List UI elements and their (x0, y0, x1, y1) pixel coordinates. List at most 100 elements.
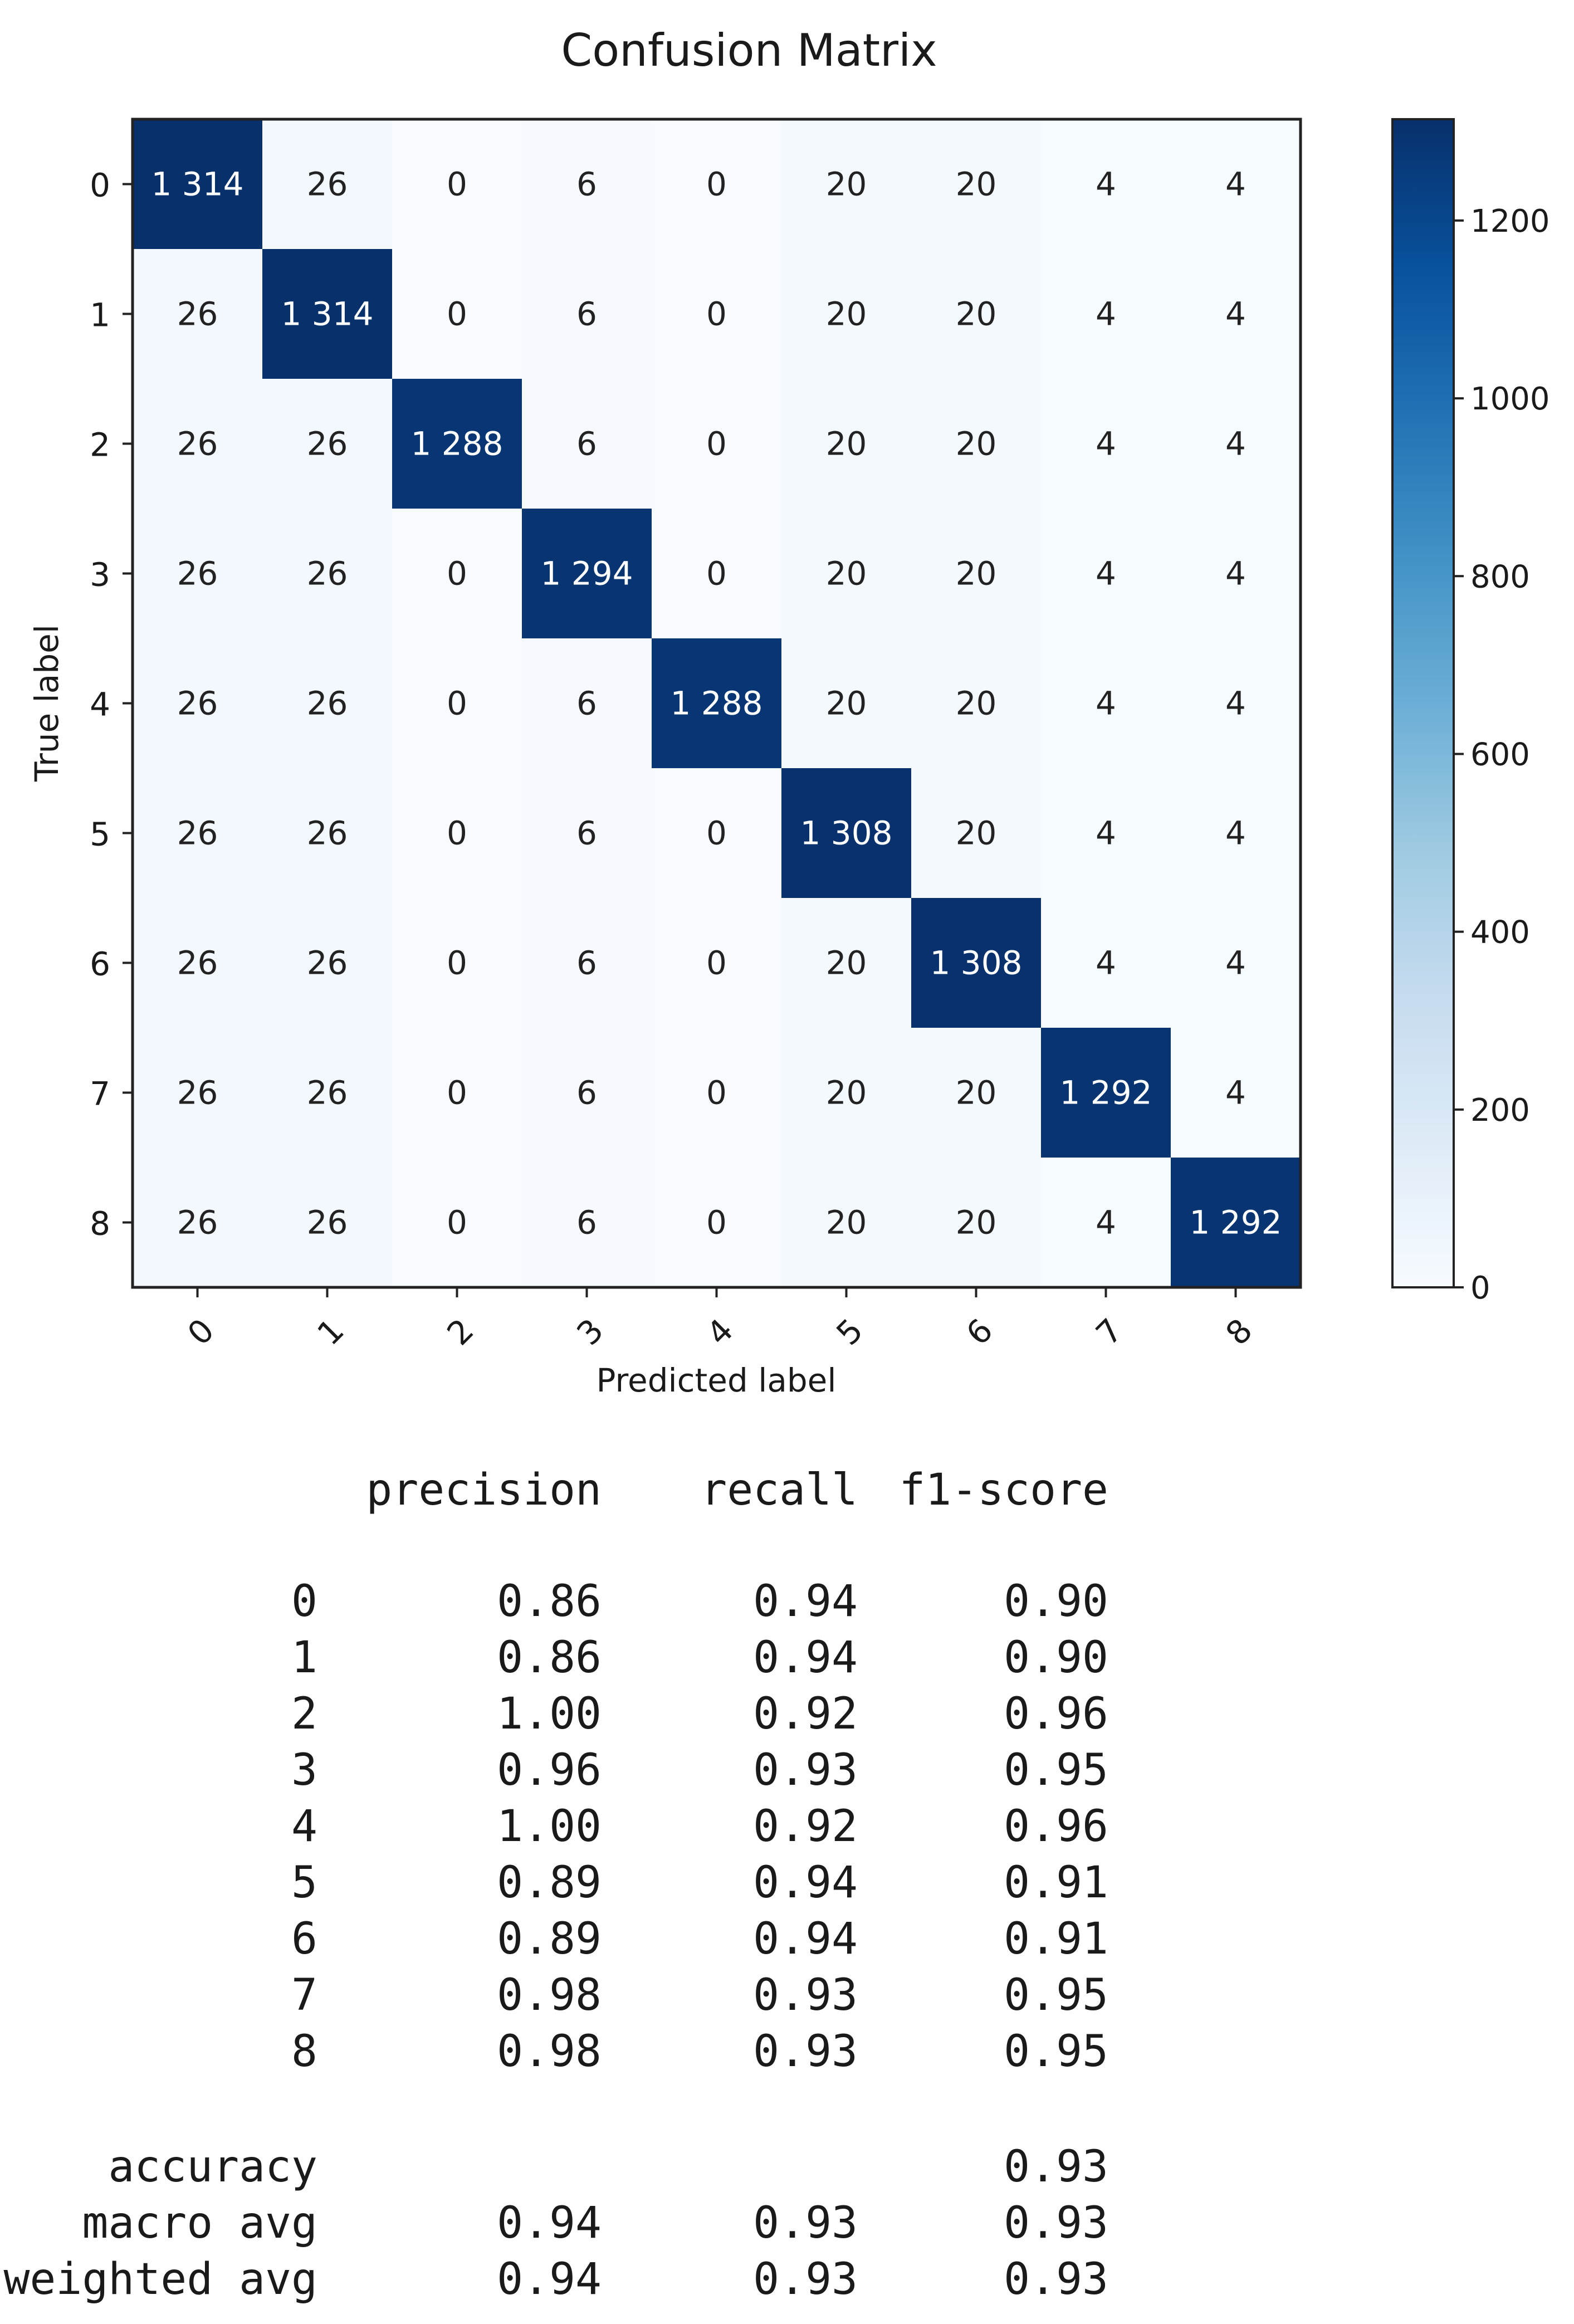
matrix-cell (522, 509, 652, 639)
cell-label: 4 (1225, 295, 1246, 333)
cell-label: 20 (826, 165, 867, 203)
report-recall: 0.94 (753, 1914, 858, 1964)
report-header-precision: precision (366, 1465, 602, 1515)
cell-label: 0 (706, 1074, 727, 1112)
cell-label: 1 294 (540, 555, 633, 593)
cell-label: 20 (956, 685, 997, 722)
cell-label: 6 (576, 1204, 597, 1242)
report-f1: 0.93 (1004, 2254, 1108, 2305)
report-precision: 0.89 (497, 1914, 602, 1964)
cell-label: 26 (177, 425, 218, 463)
cell-label: 4 (1096, 295, 1116, 333)
matrix-cell (262, 509, 393, 639)
matrix-cell (781, 119, 912, 250)
matrix-cell (133, 768, 263, 899)
cell-label: 20 (956, 814, 997, 852)
matrix-cell (1041, 1028, 1171, 1158)
cell-label: 1 314 (281, 295, 373, 333)
matrix-cell (262, 898, 393, 1028)
cell-label: 20 (826, 1074, 867, 1112)
matrix-cell (392, 249, 522, 379)
y-tick-label: 2 (90, 426, 110, 464)
colorbar-tick-label: 200 (1470, 1092, 1530, 1129)
report-f1: 0.96 (1004, 1801, 1108, 1852)
report-f1: 0.95 (1004, 1745, 1108, 1795)
report-recall: 0.92 (753, 1689, 858, 1739)
cell-label: 0 (447, 814, 467, 852)
matrix-cell (392, 1028, 522, 1158)
report-recall: 0.93 (753, 1745, 858, 1795)
cell-label: 0 (447, 1204, 467, 1242)
y-axis-ticks: 0 1 2 3 4 5 6 7 8 (90, 167, 133, 1243)
matrix-cell (911, 379, 1042, 509)
cell-label: 6 (576, 685, 597, 722)
matrix-cell (133, 249, 263, 379)
matrix-cell (1171, 768, 1301, 899)
cell-label: 0 (447, 555, 467, 593)
cell-label: 26 (177, 295, 218, 333)
matrix-cell (262, 768, 393, 899)
cell-label: 20 (826, 555, 867, 593)
matrix-cell (652, 1158, 782, 1288)
report-recall: 0.94 (753, 1576, 858, 1627)
cell-label: 20 (826, 425, 867, 463)
cell-label: 26 (177, 685, 218, 722)
matrix-cell (392, 1158, 522, 1288)
cell-label: 26 (307, 425, 348, 463)
matrix-cell (781, 379, 912, 509)
matrix-cell (392, 379, 522, 509)
cell-label: 4 (1225, 555, 1246, 593)
matrix-cell (133, 119, 263, 250)
matrix-cell (911, 1028, 1042, 1158)
matrix-cell (522, 898, 652, 1028)
matrix-cell (1041, 1158, 1171, 1288)
cell-label: 1 308 (930, 944, 1022, 982)
cell-label: 0 (706, 165, 727, 203)
cell-label: 20 (826, 295, 867, 333)
matrix-cell (262, 379, 393, 509)
x-tick-label: 2 (439, 1311, 481, 1353)
report-f1: 0.90 (1004, 1576, 1108, 1627)
report-precision: 0.89 (497, 1858, 602, 1908)
matrix-cell (652, 898, 782, 1028)
matrix-cell (522, 379, 652, 509)
matrix-cell (781, 638, 912, 769)
report-row-label: 3 (291, 1745, 317, 1795)
matrix-cell (1041, 638, 1171, 769)
cell-label: 20 (826, 944, 867, 982)
cell-label: 0 (447, 685, 467, 722)
report-precision: 0.86 (497, 1576, 602, 1627)
y-tick-label: 5 (90, 816, 110, 853)
cell-label: 4 (1225, 165, 1246, 203)
colorbar-tick-label: 0 (1470, 1270, 1490, 1306)
report-precision: 0.98 (497, 2027, 602, 2077)
report-precision: 0.94 (497, 2254, 602, 2305)
matrix-cell (1171, 119, 1301, 250)
matrix-cell (911, 1158, 1042, 1288)
matrix-cell (781, 249, 912, 379)
matrix-cell (781, 1028, 912, 1158)
x-axis-label: Predicted label (597, 1361, 837, 1399)
cell-label: 4 (1225, 425, 1246, 463)
matrix-cell (392, 768, 522, 899)
y-axis-label: True label (28, 624, 66, 782)
cell-label: 26 (307, 1074, 348, 1112)
cell-label: 20 (956, 1204, 997, 1242)
cell-label: 26 (307, 685, 348, 722)
report-precision: 0.96 (497, 1745, 602, 1795)
matrix-cell (522, 119, 652, 250)
matrix-cell (522, 638, 652, 769)
cell-label: 6 (576, 295, 597, 333)
matrix-cell (911, 898, 1042, 1028)
cell-label: 26 (177, 555, 218, 593)
matrix-cell (392, 119, 522, 250)
y-tick-label: 0 (90, 167, 110, 204)
cell-label: 0 (447, 1074, 467, 1112)
matrix-cell (652, 119, 782, 250)
cell-label: 26 (307, 555, 348, 593)
report-recall: 0.93 (753, 1970, 858, 2020)
report-row-label: 5 (291, 1858, 317, 1908)
cell-label: 0 (706, 295, 727, 333)
colorbar-ticks: 0 200 400 600 800 1000 1200 (1454, 203, 1550, 1306)
report-row-label: 2 (291, 1689, 317, 1739)
